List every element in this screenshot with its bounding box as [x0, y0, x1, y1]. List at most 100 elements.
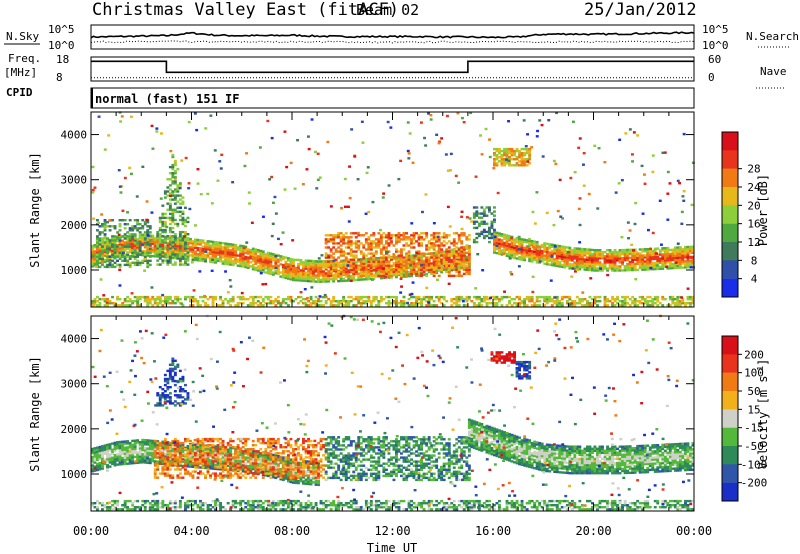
power-ground-cell: [676, 300, 680, 303]
power-noise-cell: [406, 301, 410, 305]
power-noise-cell: [635, 251, 638, 254]
power-band-cell: [553, 258, 557, 261]
velocity-band-cell: [133, 441, 137, 444]
power-ground-cell: [575, 302, 579, 305]
power-band-cell: [608, 249, 612, 252]
power-ground-cell: [284, 298, 288, 301]
power-plume-cell: [178, 245, 182, 248]
power-band-cell: [417, 260, 421, 263]
power-band-cell: [254, 254, 258, 257]
power-cloud-cell: [133, 241, 137, 244]
power-band-cell: [319, 272, 323, 275]
power-band-cell: [616, 251, 619, 254]
power-cloud-cell: [467, 234, 471, 237]
power-band-cell: [297, 277, 300, 280]
power-band-cell: [224, 246, 228, 249]
velocity-band-cell: [121, 462, 125, 466]
velocity-band-cell: [91, 458, 94, 461]
power-band-cell: [455, 257, 459, 261]
power-plume-cell: [178, 184, 182, 187]
power-noise-cell: [593, 144, 597, 147]
power-band-cell: [553, 262, 557, 265]
power-noise-cell: [118, 268, 122, 272]
power-noise-cell: [666, 192, 670, 195]
power-band-cell: [153, 249, 157, 252]
power-ground-cell: [143, 300, 147, 303]
power-noise-cell: [107, 134, 111, 137]
power-cloud-cell: [141, 259, 145, 262]
power-band-cell: [219, 257, 222, 261]
power-band-cell: [276, 258, 280, 261]
power-band-cell: [646, 252, 650, 255]
power-ground-cell: [553, 300, 557, 303]
power-ground-cell: [372, 298, 376, 301]
power-band-cell: [292, 258, 295, 261]
power-cloud-cell: [415, 232, 418, 235]
power-band-cell: [196, 240, 200, 244]
power-band-cell: [256, 249, 260, 252]
power-cloud-cell: [392, 254, 396, 257]
power-patch-cell: [520, 160, 524, 163]
power-band-cell: [658, 265, 662, 268]
power-band-cell: [209, 252, 212, 255]
power-band-cell: [626, 252, 630, 256]
power-noise-cell: [243, 164, 247, 168]
power-band-cell: [548, 245, 552, 248]
power-ground-cell: [317, 304, 320, 307]
n-sky-tick-bottom: 10^0: [48, 39, 75, 52]
power-band-cell: [214, 245, 217, 248]
power-band-cell: [535, 255, 539, 258]
velocity-band-cell: [143, 455, 147, 458]
power-band-cell: [297, 279, 300, 282]
freq-panel: Freq. [MHz] CPID 18 8 60 0 Nave: [4, 52, 787, 99]
power-ground-cell: [251, 298, 255, 301]
power-noise-cell: [407, 157, 411, 160]
power-band-cell: [673, 256, 677, 259]
power-cloud-cell: [467, 266, 471, 269]
power-band-cell: [646, 248, 650, 251]
power-cloud-cell: [138, 231, 142, 234]
power-ground-cell: [151, 298, 155, 301]
velocity-band-cell: [151, 453, 155, 457]
power-band-cell: [264, 265, 268, 268]
power-band-cell: [246, 262, 250, 265]
power-ground-cell: [141, 295, 145, 299]
power-cloud-cell: [131, 233, 135, 236]
power-band-cell: [342, 265, 346, 268]
power-patch-cell: [493, 164, 496, 167]
power-cloud-cell: [493, 228, 496, 232]
power-plume-cell: [163, 222, 167, 226]
velocity-band-cell: [103, 460, 107, 464]
power-band-cell: [641, 248, 645, 251]
power-band-cell: [462, 266, 466, 269]
power-ground-cell: [96, 300, 99, 303]
power-cloud-cell: [445, 236, 449, 239]
power-band-cell: [244, 259, 248, 263]
velocity-band-cell: [101, 457, 104, 460]
power-band-cell: [533, 258, 537, 262]
power-band-cell: [550, 261, 554, 265]
velocity-band-cell: [103, 452, 107, 455]
power-noise-cell: [224, 270, 227, 273]
power-band-cell: [201, 255, 205, 259]
power-plume-cell: [186, 233, 190, 236]
power-band-cell: [648, 253, 652, 257]
power-cloud-cell: [395, 272, 398, 276]
power-ground-cell: [309, 304, 313, 307]
power-ground-cell: [372, 300, 376, 303]
power-band-cell: [503, 235, 506, 239]
power-band-cell: [530, 256, 534, 259]
power-band-cell: [342, 263, 346, 266]
power-noise-cell: [143, 258, 147, 261]
power-cloud-cell: [98, 231, 102, 234]
power-cloud-cell: [447, 254, 451, 257]
power-noise-cell: [184, 260, 187, 263]
power-noise-cell: [666, 218, 670, 221]
power-cloud-cell: [477, 232, 481, 236]
power-cloud-cell: [467, 250, 471, 253]
power-ground-cell: [420, 302, 423, 305]
power-ground-cell: [347, 295, 351, 299]
power-band-cell: [224, 256, 228, 259]
power-cloud-cell: [126, 259, 130, 262]
power-ground-cell: [123, 300, 127, 303]
